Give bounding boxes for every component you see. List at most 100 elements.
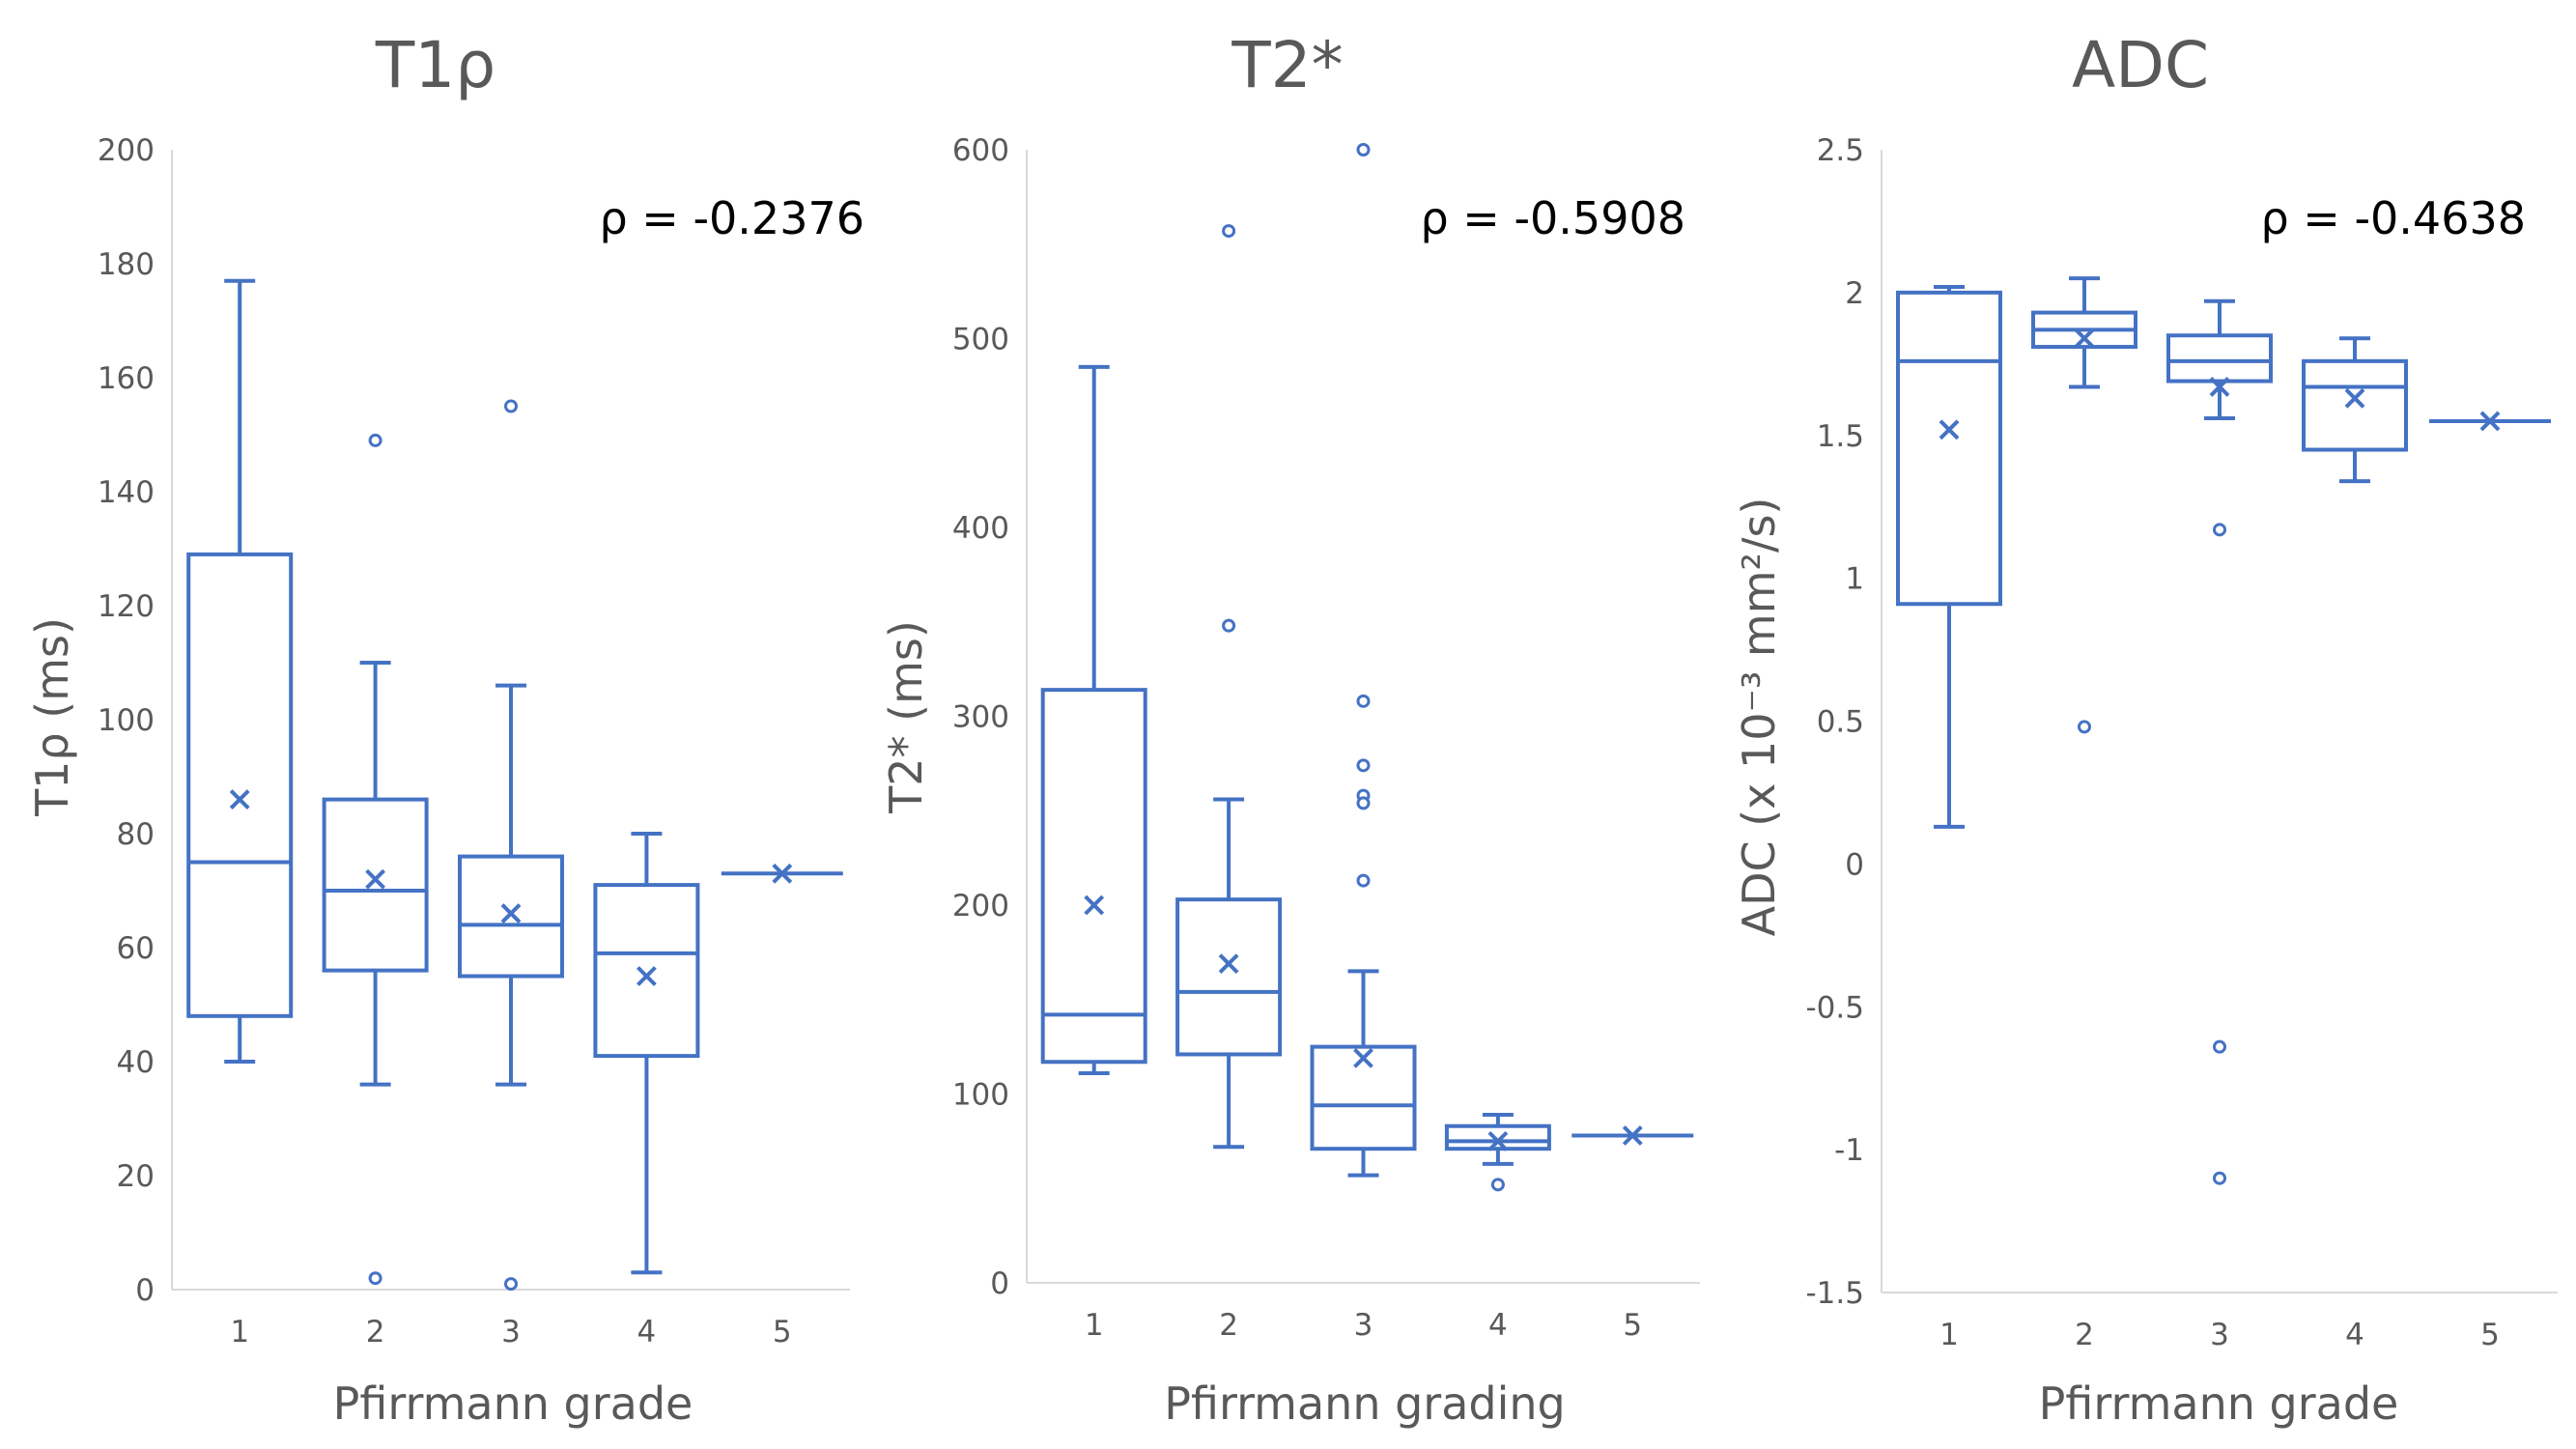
box-2 (1175, 224, 1283, 1150)
mean-marker (2344, 387, 2365, 409)
y-tick-label: 100 (952, 1078, 1009, 1113)
x-tick-label: 4 (2345, 1318, 2364, 1352)
x-tick-label: 1 (1939, 1318, 1959, 1352)
box-3 (1310, 143, 1417, 1178)
x-tick-label: 2 (1219, 1308, 1238, 1343)
box-iqr (186, 552, 294, 1018)
chart-title: T1ρ (375, 28, 495, 102)
mean-marker (1218, 953, 1239, 975)
x-axis-label: Pfirrmann grading (1164, 1378, 1565, 1430)
box-iqr (2166, 333, 2273, 384)
box-5 (721, 863, 843, 884)
y-tick-label: 60 (117, 931, 155, 966)
mean-marker (2479, 411, 2501, 432)
x-tick-label: 1 (1085, 1308, 1104, 1343)
y-tick-label: 2 (1845, 276, 1864, 311)
y-tick-label: 80 (117, 817, 155, 852)
y-tick-label: 1 (1845, 562, 1864, 597)
outlier-point (1356, 694, 1371, 708)
box-iqr (1175, 897, 1283, 1057)
y-tick-label: 200 (98, 133, 155, 168)
chart-title: ADC (2072, 28, 2209, 102)
y-tick-label: 120 (98, 589, 155, 624)
outlier-point (1356, 873, 1371, 888)
box-iqr (1040, 688, 1147, 1065)
outlier-point (1222, 224, 1236, 239)
y-tick-label: 40 (117, 1045, 155, 1080)
chart-title: T2* (1231, 28, 1343, 102)
x-tick-label: 3 (501, 1315, 521, 1350)
x-tick-label: 4 (637, 1315, 657, 1350)
plot-area: -1.5 -1 -0.5 0 0.5 1 1.5 2 2.5 1 2 3 4 5 (1806, 133, 2558, 1352)
mean-marker (1084, 895, 1105, 916)
outlier-point (1356, 143, 1371, 156)
x-tick-label: 1 (230, 1315, 249, 1350)
box-4 (2302, 336, 2408, 484)
y-tick-label: 1.5 (1817, 419, 1864, 454)
correlation-annotation: ρ = -0.5908 (1420, 192, 1685, 244)
x-tick-label: 3 (2210, 1318, 2229, 1352)
outlier-point (2078, 720, 2091, 734)
x-axis-label: Pfirrmann grade (333, 1378, 694, 1430)
outlier-point (1490, 1178, 1505, 1192)
box-1 (1040, 364, 1147, 1075)
panel-t1rho: T1ρ ρ = -0.2376 T1ρ (ms) Pfirrmann grade… (26, 28, 864, 1430)
box-iqr (2302, 358, 2408, 452)
x-tick-label: 4 (1488, 1308, 1508, 1343)
outlier-point (368, 1271, 382, 1286)
mean-marker (1939, 419, 1960, 440)
box-3 (458, 399, 564, 1292)
box-iqr (593, 883, 700, 1059)
box-5 (1571, 1125, 1694, 1146)
y-tick-label: -0.5 (1806, 990, 1865, 1025)
y-tick-label: 200 (952, 889, 1009, 923)
y-axis-label: T2* (ms) (880, 620, 932, 814)
y-tick-label: 2.5 (1817, 133, 1864, 168)
panel-adc: ADC ρ = -0.4638 ADC (x 10⁻³ mm²/s) Pfirr… (1733, 28, 2558, 1430)
mean-marker (500, 903, 522, 924)
y-tick-label: 500 (952, 323, 1009, 357)
outlier-point (504, 399, 518, 413)
plot-area: 0 20 40 60 80 100 120 140 160 180 200 1 2 3 4 5 (98, 133, 850, 1350)
mean-marker (636, 966, 657, 986)
y-tick-label: 180 (98, 247, 155, 282)
outlier-point (368, 433, 382, 447)
mean-marker (1622, 1125, 1643, 1146)
box-3 (2166, 298, 2273, 1185)
box-4 (1444, 1113, 1551, 1192)
mean-marker (2074, 327, 2095, 349)
y-tick-label: 140 (98, 475, 155, 510)
x-tick-label: 5 (773, 1315, 792, 1350)
box-2 (2031, 276, 2137, 734)
outlier-point (1222, 618, 1236, 633)
y-tick-label: 0 (135, 1273, 155, 1308)
outlier-point (1356, 796, 1371, 810)
mean-marker (2209, 377, 2230, 397)
mean-marker (1353, 1047, 1373, 1068)
mean-marker (229, 789, 250, 810)
outlier-point (2213, 1171, 2226, 1185)
x-tick-label: 5 (1623, 1308, 1642, 1343)
x-axis-label: Pfirrmann grade (2039, 1378, 2399, 1430)
box-4 (593, 832, 700, 1275)
box-iqr (322, 797, 429, 973)
y-tick-label: 100 (98, 703, 155, 738)
x-tick-label: 3 (1354, 1308, 1373, 1343)
x-tick-label: 2 (366, 1315, 385, 1350)
correlation-annotation: ρ = -0.4638 (2260, 192, 2526, 244)
mean-marker (365, 868, 386, 890)
outlier-point (504, 1277, 518, 1292)
outlier-point (2213, 1039, 2226, 1054)
y-tick-label: 0.5 (1817, 705, 1864, 740)
box-iqr (1444, 1123, 1551, 1151)
panel-t2star: T2* ρ = -0.5908 T2* (ms) Pfirrmann gradi… (880, 28, 1700, 1430)
x-tick-label: 2 (2075, 1318, 2094, 1352)
y-tick-label: 20 (117, 1159, 155, 1194)
box-1 (186, 278, 294, 1064)
box-1 (1896, 284, 2002, 829)
plot-area: 0 100 200 300 400 500 600 1 2 3 4 5 (952, 133, 1700, 1343)
box-5 (2429, 411, 2551, 432)
y-tick-label: 600 (952, 133, 1009, 168)
x-tick-label: 5 (2480, 1318, 2500, 1352)
